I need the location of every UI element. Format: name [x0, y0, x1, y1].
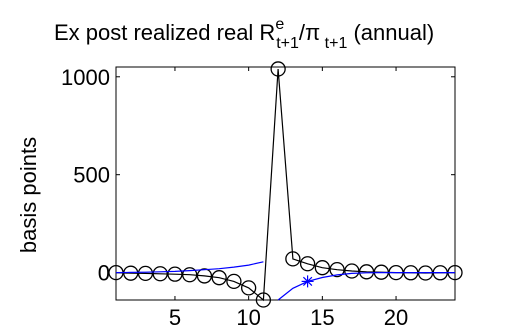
data-point: [196, 268, 213, 284]
data-point: [123, 265, 139, 281]
x-tick-label: 10: [236, 305, 260, 330]
chart-title: Ex post realized real Re t+1/π t+1 (annua…: [54, 16, 434, 52]
title-subscript-1: t+1: [276, 35, 299, 52]
x-tick-label: 15: [310, 305, 334, 330]
data-point: [226, 273, 242, 290]
x-tick-label: 5: [169, 305, 181, 330]
title-main: Ex post realized real R: [54, 20, 275, 45]
data-point: [344, 263, 360, 279]
y-tick-label: 0: [98, 261, 110, 286]
data-point: [255, 292, 272, 308]
data-point: [211, 270, 227, 286]
plot-frame: [115, 66, 456, 301]
data-point: [329, 262, 345, 278]
series-line-2: [115, 261, 264, 274]
data-point: [167, 266, 183, 282]
title-superscript: e: [275, 16, 284, 33]
title-slash: /π: [299, 20, 320, 45]
y-tick-label: 1000: [61, 65, 110, 90]
data-point: [314, 260, 330, 276]
title-subscript-2: t+1: [320, 35, 347, 52]
x-tick-label: 20: [384, 305, 408, 330]
title-tail: (annual): [347, 20, 434, 45]
data-point: [285, 251, 301, 267]
y-tick-label: 500: [73, 163, 110, 188]
data-point: [358, 264, 375, 280]
data-point: [137, 265, 154, 282]
star-marker: [302, 276, 313, 287]
data-point: [152, 266, 168, 282]
data-point: [182, 267, 198, 283]
data-point: [299, 256, 316, 272]
plot-area: 5 10 15 20 0 500 1000: [61, 61, 463, 330]
y-axis-label: basis points: [16, 137, 41, 253]
data-point: [241, 280, 257, 296]
data-point: [270, 61, 286, 77]
